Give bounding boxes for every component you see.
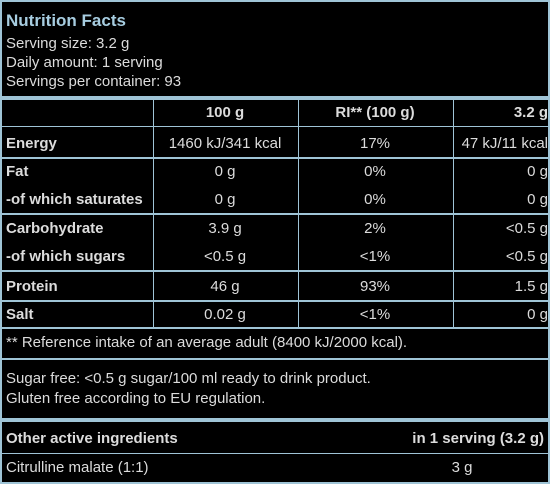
row-value: <0.5 g [505,248,548,265]
row-value: <0.5 g [505,220,548,237]
divider [2,327,548,329]
servings-per-container: Servings per container: 93 [6,73,182,90]
ingredient-amount: 3 g [451,459,473,476]
other-ingredients-header: Other active ingredients [6,430,178,447]
divider [2,358,548,360]
divider [2,126,548,127]
row-label-sugars: -of which sugars [6,248,126,265]
serving-size: Serving size: 3.2 g [6,35,130,52]
divider [2,300,548,302]
row-value: 1.5 g [514,278,548,295]
row-label-fat: Fat [6,163,29,180]
row-label-salt: Salt [6,306,34,323]
panel-title: Nutrition Facts [6,11,126,30]
col-header-serving: 3.2 g [513,104,548,121]
divider [2,270,548,272]
row-label-carbohydrate: Carbohydrate [6,220,104,237]
row-value: 3.9 g [208,220,242,237]
row-label-saturates: -of which saturates [6,191,143,208]
note-sugar-free: Sugar free: <0.5 g sugar/100 ml ready to… [6,370,371,387]
divider-thick [2,418,548,422]
row-value: <1% [359,306,391,323]
row-value: 0 g [214,191,236,208]
divider-thick [2,96,548,100]
row-value: 0 g [527,163,548,180]
row-value: 0.02 g [204,306,246,323]
row-value: 2% [364,220,386,237]
row-value: <1% [359,248,391,265]
row-value: 0 g [214,163,236,180]
row-value: 1460 kJ/341 kcal [168,135,282,152]
divider [2,453,548,454]
ri-footnote: ** Reference intake of an average adult … [6,334,408,351]
row-value: 0% [364,163,386,180]
row-value: 17% [359,135,391,152]
row-value: 93% [359,278,391,295]
row-value: 47 kJ/11 kcal [461,135,548,152]
row-value: 0 g [527,306,548,323]
column-divider [298,100,299,329]
row-label-energy: Energy [6,135,57,152]
row-label-protein: Protein [6,278,58,295]
row-value: <0.5 g [203,248,247,265]
note-gluten-free: Gluten free according to EU regulation. [6,390,266,407]
daily-amount: Daily amount: 1 serving [6,54,163,71]
col-header-ri: RI** (100 g) [335,104,415,121]
col-header-100g: 100 g [205,104,245,121]
column-divider [453,100,454,329]
row-value: 46 g [210,278,240,295]
ingredient-name: Citrulline malate (1:1) [6,459,149,476]
column-divider [153,100,154,329]
row-value: 0 g [527,191,548,208]
divider [2,213,548,215]
other-serving-header: in 1 serving (3.2 g) [412,430,544,447]
divider [2,157,548,159]
row-value: 0% [364,191,386,208]
